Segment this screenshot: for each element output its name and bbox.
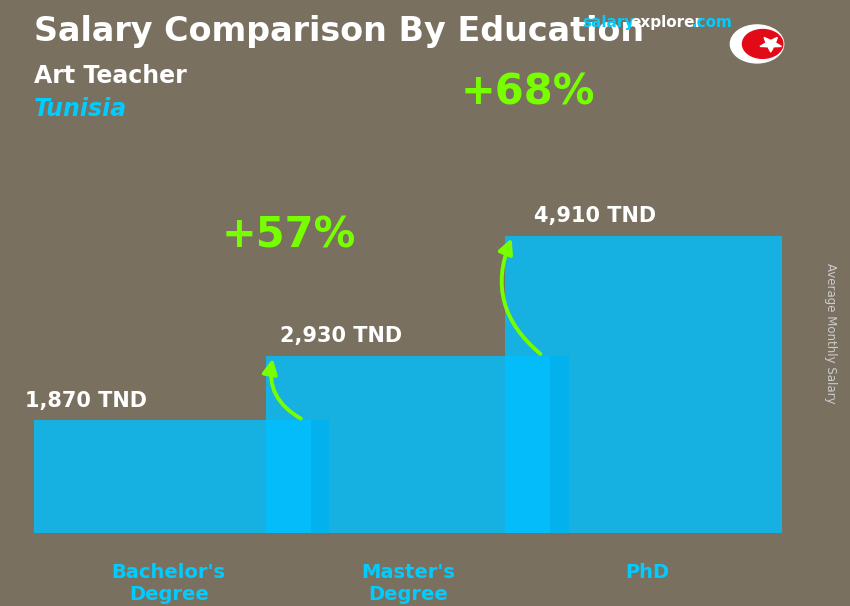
Text: +57%: +57%: [221, 215, 355, 256]
Text: Art Teacher: Art Teacher: [34, 64, 187, 88]
Text: Tunisia: Tunisia: [34, 97, 127, 121]
Text: Bachelor's
Degree: Bachelor's Degree: [111, 564, 225, 604]
Text: Average Monthly Salary: Average Monthly Salary: [824, 263, 837, 404]
Bar: [505, 236, 790, 533]
Text: 1,870 TND: 1,870 TND: [26, 390, 147, 411]
Text: 4,910 TND: 4,910 TND: [534, 206, 656, 227]
Bar: [26, 420, 311, 533]
Polygon shape: [550, 356, 569, 533]
Text: explorer: explorer: [631, 15, 703, 30]
Text: salary: salary: [582, 15, 635, 30]
Bar: [266, 356, 550, 533]
Polygon shape: [760, 38, 781, 52]
Text: .com: .com: [691, 15, 732, 30]
Polygon shape: [790, 236, 808, 533]
Text: 2,930 TND: 2,930 TND: [280, 326, 402, 347]
Text: Master's
Degree: Master's Degree: [361, 564, 455, 604]
Text: PhD: PhD: [626, 564, 670, 582]
Polygon shape: [311, 420, 330, 533]
Text: +68%: +68%: [461, 72, 595, 114]
Text: Salary Comparison By Education: Salary Comparison By Education: [34, 15, 644, 48]
Circle shape: [730, 25, 784, 63]
Circle shape: [743, 30, 783, 58]
